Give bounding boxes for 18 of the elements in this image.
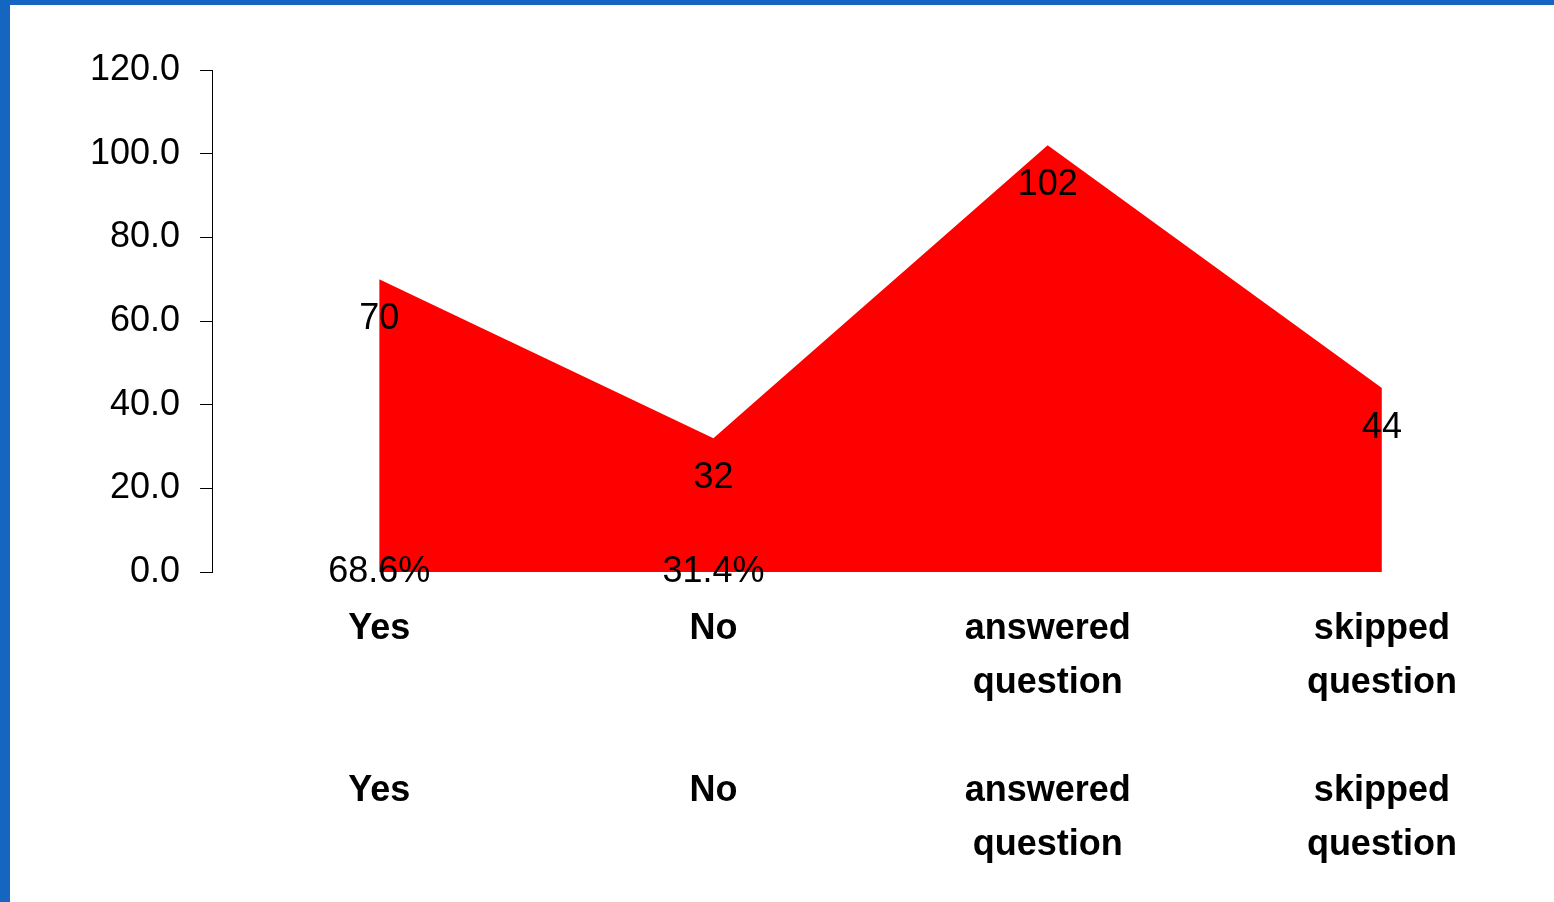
data-label: 32 [693, 455, 734, 497]
y-tick-label: 120.0 [89, 46, 181, 88]
category-label: Yes [348, 767, 411, 809]
x-tick-label: skipped question [1306, 605, 1457, 701]
y-tick-label: 20.0 [110, 465, 181, 507]
y-tick-label: 80.0 [110, 214, 181, 256]
category-label: No [689, 767, 738, 809]
x-tick-label: Yes [348, 605, 411, 647]
y-tick-label: 100.0 [89, 130, 181, 172]
data-label: 102 [1017, 162, 1078, 204]
annotation: 68.6% [328, 548, 431, 590]
y-tick-label: 40.0 [110, 381, 181, 423]
y-tick-label: 60.0 [110, 297, 181, 339]
category-label: skipped question [1306, 767, 1457, 863]
y-tick-label: 0.0 [130, 548, 181, 590]
x-tick-label: No [689, 605, 738, 647]
category-label: answered question [964, 767, 1131, 863]
x-tick-label: answered question [964, 605, 1131, 701]
